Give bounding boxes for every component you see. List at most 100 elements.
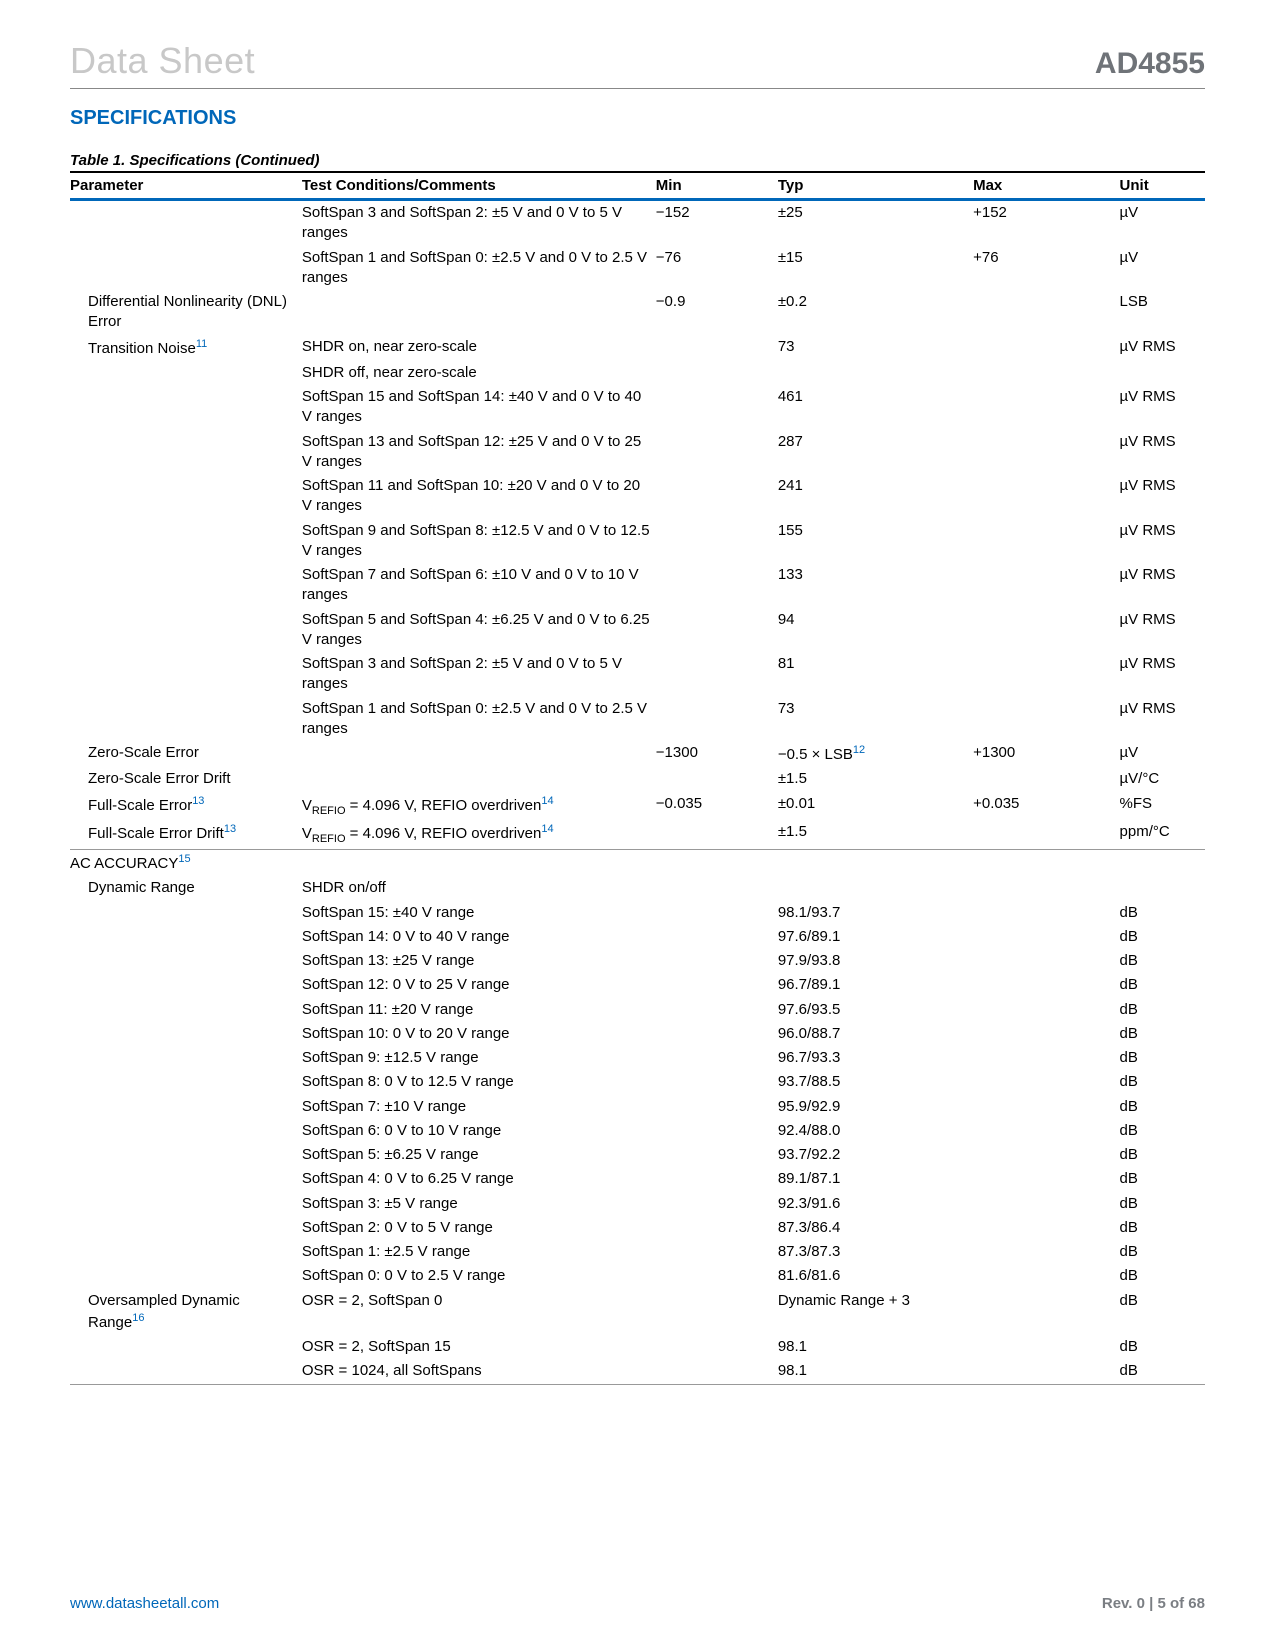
cell-unit: µV/°C (1120, 767, 1205, 791)
footer-url[interactable]: www.datasheetall.com (70, 1595, 219, 1612)
cell-unit: µV (1120, 741, 1205, 767)
cell-max (973, 430, 1119, 475)
th-max: Max (973, 172, 1119, 200)
cell-min (656, 335, 778, 361)
cell-typ: 98.1 (778, 1335, 973, 1359)
cell-conditions: SoftSpan 13: ±25 V range (302, 949, 656, 973)
cell-max (973, 385, 1119, 430)
cell-typ: −0.5 × LSB12 (778, 741, 973, 767)
cell-unit: dB (1120, 1335, 1205, 1359)
cell-conditions: SoftSpan 14: 0 V to 40 V range (302, 925, 656, 949)
cell-min (656, 949, 778, 973)
cell-max (973, 973, 1119, 997)
table-row: SoftSpan 8: 0 V to 12.5 V range93.7/88.5… (70, 1070, 1205, 1094)
table-row: Full-Scale Error13VREFIO = 4.096 V, REFI… (70, 792, 1205, 821)
cell-min (656, 697, 778, 742)
cell-typ: 94 (778, 608, 973, 653)
table-row: SoftSpan 5 and SoftSpan 4: ±6.25 V and 0… (70, 608, 1205, 653)
cell-conditions: SoftSpan 9 and SoftSpan 8: ±12.5 V and 0… (302, 519, 656, 564)
table-row: SHDR off, near zero-scale (70, 361, 1205, 385)
cell-typ: 95.9/92.9 (778, 1095, 973, 1119)
table-row: SoftSpan 15 and SoftSpan 14: ±40 V and 0… (70, 385, 1205, 430)
cell-max (973, 1046, 1119, 1070)
cell-conditions: SoftSpan 11 and SoftSpan 10: ±20 V and 0… (302, 474, 656, 519)
cell-conditions: SoftSpan 12: 0 V to 25 V range (302, 973, 656, 997)
cell-max (973, 1240, 1119, 1264)
cell-unit: ppm/°C (1120, 820, 1205, 849)
cell-parameter (70, 973, 302, 997)
table-row: Full-Scale Error Drift13VREFIO = 4.096 V… (70, 820, 1205, 849)
cell-unit: dB (1120, 1216, 1205, 1240)
cell-unit: dB (1120, 998, 1205, 1022)
cell-parameter: Dynamic Range (70, 876, 302, 900)
cell-min: −0.035 (656, 792, 778, 821)
cell-typ: 287 (778, 430, 973, 475)
cell-max (973, 1192, 1119, 1216)
cell-min (656, 1022, 778, 1046)
cell-parameter (70, 1192, 302, 1216)
cell-unit: dB (1120, 1192, 1205, 1216)
cell-parameter (70, 1216, 302, 1240)
cell-parameter (70, 200, 302, 246)
cell-typ: 97.6/89.1 (778, 925, 973, 949)
cell-max (973, 850, 1119, 877)
table-row: SoftSpan 13 and SoftSpan 12: ±25 V and 0… (70, 430, 1205, 475)
cell-max (973, 652, 1119, 697)
table-row: SoftSpan 12: 0 V to 25 V range 96.7/89.1 d… (70, 973, 1205, 997)
cell-min: −152 (656, 200, 778, 246)
page-footer: www.datasheetall.com Rev. 0 | 5 of 68 (70, 1595, 1205, 1612)
cell-unit: µV RMS (1120, 519, 1205, 564)
cell-max (973, 474, 1119, 519)
cell-conditions: SoftSpan 1: ±2.5 V range (302, 1240, 656, 1264)
header-doc-type: Data Sheet (70, 40, 255, 82)
cell-typ: 98.1/93.7 (778, 901, 973, 925)
cell-conditions: SoftSpan 15 and SoftSpan 14: ±40 V and 0… (302, 385, 656, 430)
cell-conditions: SoftSpan 4: 0 V to 6.25 V range (302, 1167, 656, 1191)
cell-min (656, 474, 778, 519)
table-row: SoftSpan 14: 0 V to 40 V range 97.6/89.1 d… (70, 925, 1205, 949)
specifications-table: Parameter Test Conditions/Comments Min T… (70, 171, 1205, 1385)
cell-max: +0.035 (973, 792, 1119, 821)
table-row: Transition Noise11SHDR on, near zero-sca… (70, 335, 1205, 361)
table-row: SoftSpan 9 and SoftSpan 8: ±12.5 V and 0… (70, 519, 1205, 564)
cell-min (656, 998, 778, 1022)
cell-unit (1120, 361, 1205, 385)
cell-min (656, 652, 778, 697)
table-row: Oversampled Dynamic Range16OSR = 2, Soft… (70, 1289, 1205, 1336)
cell-typ: 87.3/87.3 (778, 1240, 973, 1264)
cell-typ: 73 (778, 697, 973, 742)
page-header: Data Sheet AD4855 (70, 40, 1205, 89)
cell-conditions: SoftSpan 5: ±6.25 V range (302, 1143, 656, 1167)
cell-typ: ±0.2 (778, 290, 973, 335)
cell-typ: ±0.01 (778, 792, 973, 821)
cell-typ: 96.7/89.1 (778, 973, 973, 997)
cell-unit: µV (1120, 200, 1205, 246)
cell-unit: µV RMS (1120, 563, 1205, 608)
cell-parameter (70, 608, 302, 653)
table-row: SoftSpan 3 and SoftSpan 2: ±5 V and 0 V … (70, 652, 1205, 697)
cell-conditions: SoftSpan 0: 0 V to 2.5 V range (302, 1264, 656, 1288)
cell-max (973, 519, 1119, 564)
cell-min (656, 1240, 778, 1264)
cell-max (973, 1119, 1119, 1143)
cell-typ (778, 850, 973, 877)
cell-max (973, 949, 1119, 973)
cell-conditions: SoftSpan 13 and SoftSpan 12: ±25 V and 0… (302, 430, 656, 475)
cell-conditions: SHDR on/off (302, 876, 656, 900)
cell-unit: dB (1120, 973, 1205, 997)
cell-conditions: SoftSpan 6: 0 V to 10 V range (302, 1119, 656, 1143)
cell-conditions: SoftSpan 11: ±20 V range (302, 998, 656, 1022)
cell-parameter (70, 652, 302, 697)
table-row: SoftSpan 1: ±2.5 V range87.3/87.3dB (70, 1240, 1205, 1264)
cell-unit: dB (1120, 925, 1205, 949)
cell-min (656, 1095, 778, 1119)
cell-conditions: OSR = 2, SoftSpan 0 (302, 1289, 656, 1336)
cell-min (656, 1119, 778, 1143)
cell-min (656, 1264, 778, 1288)
cell-max (973, 1022, 1119, 1046)
cell-conditions: SoftSpan 3 and SoftSpan 2: ±5 V and 0 V … (302, 652, 656, 697)
cell-parameter (70, 1359, 302, 1384)
cell-typ: 97.9/93.8 (778, 949, 973, 973)
cell-min (656, 563, 778, 608)
cell-conditions: SoftSpan 3: ±5 V range (302, 1192, 656, 1216)
